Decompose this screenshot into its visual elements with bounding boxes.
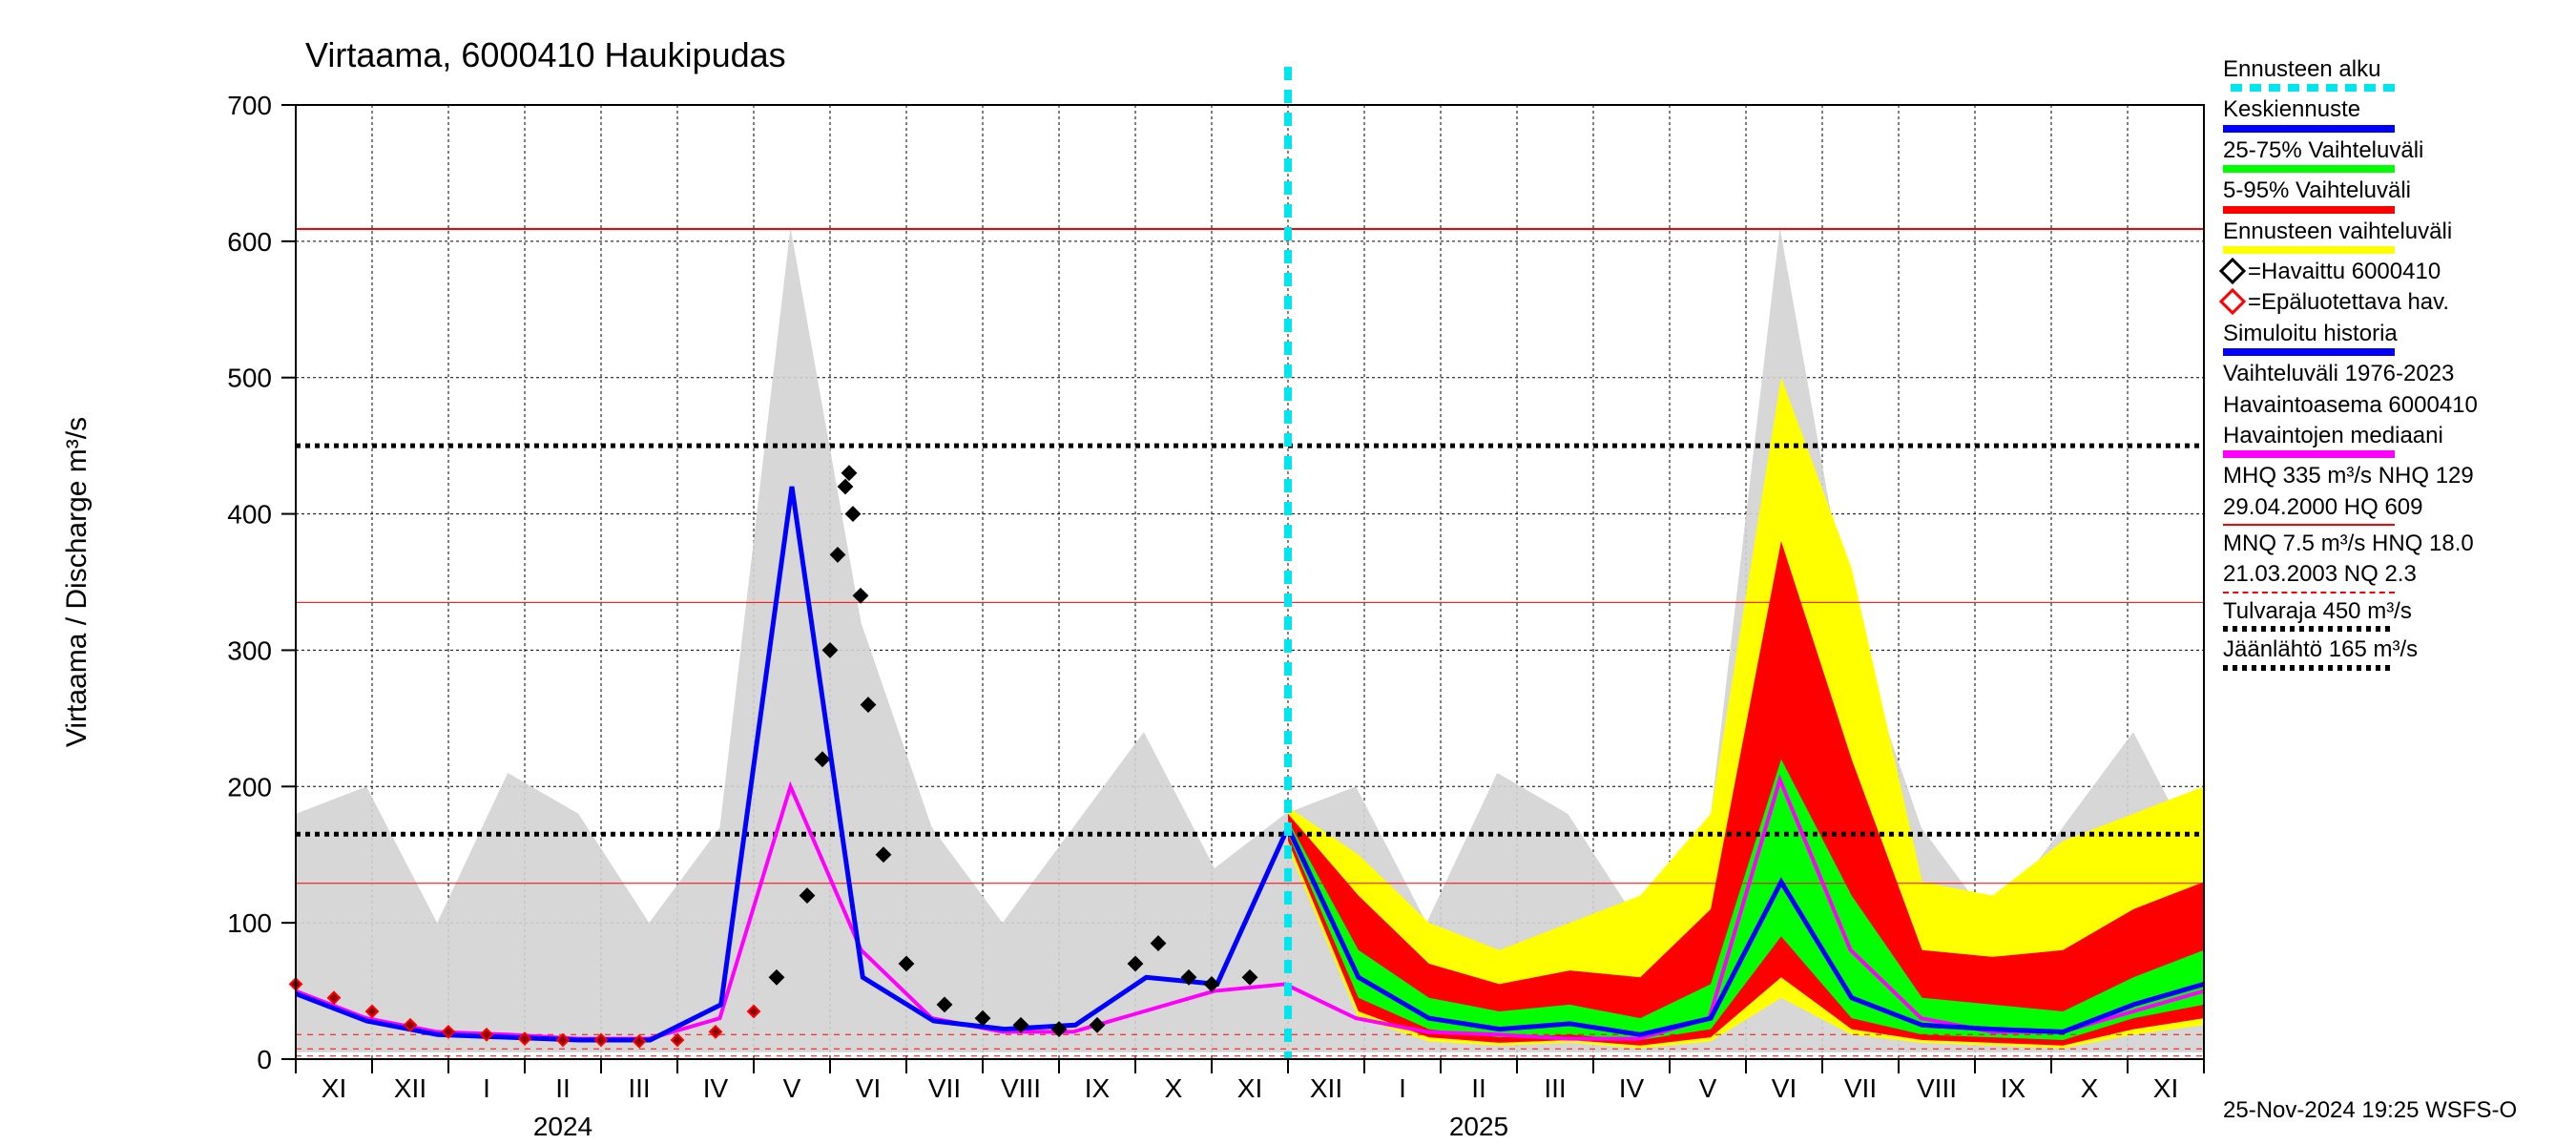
legend-item: =Epäluotettava hav. [2223, 290, 2566, 315]
hydrograph-chart: 0100200300400500600700XIXIIIIIIIIIVVVIVI… [0, 0, 2576, 1145]
svg-text:VI: VI [1772, 1073, 1797, 1103]
svg-text:V: V [1699, 1073, 1717, 1103]
legend-item: Vaihteluväli 1976-2023 [2223, 362, 2566, 386]
svg-text:IV: IV [1619, 1073, 1645, 1103]
svg-text:III: III [628, 1073, 650, 1103]
legend-item: 5-95% Vaihteluväli [2223, 178, 2566, 213]
svg-text:0: 0 [257, 1045, 272, 1074]
legend-item: 21.03.2003 NQ 2.3 [2223, 562, 2566, 593]
svg-text:XI: XI [1237, 1073, 1262, 1103]
legend-item: Havaintojen mediaani [2223, 424, 2566, 458]
svg-text:VIII: VIII [1917, 1073, 1957, 1103]
svg-text:XI: XI [2153, 1073, 2178, 1103]
svg-text:VII: VII [1844, 1073, 1877, 1103]
svg-text:XI: XI [322, 1073, 346, 1103]
svg-text:VI: VI [856, 1073, 881, 1103]
svg-text:I: I [1399, 1073, 1406, 1103]
svg-text:X: X [1165, 1073, 1183, 1103]
svg-text:300: 300 [227, 635, 272, 665]
svg-text:XII: XII [394, 1073, 426, 1103]
legend-item: Ennusteen vaihteluväli [2223, 219, 2566, 254]
svg-text:III: III [1544, 1073, 1566, 1103]
legend-item: MHQ 335 m³/s NHQ 129 [2223, 464, 2566, 489]
svg-text:600: 600 [227, 227, 272, 257]
legend-item: =Havaittu 6000410 [2223, 260, 2566, 284]
svg-text:I: I [483, 1073, 490, 1103]
legend-item: 25-75% Vaihteluväli [2223, 138, 2566, 173]
svg-text:IX: IX [2001, 1073, 2026, 1103]
svg-text:2024: 2024 [533, 1112, 592, 1141]
svg-text:XII: XII [1310, 1073, 1342, 1103]
svg-text:V: V [783, 1073, 801, 1103]
legend-item: Jäänlähtö 165 m³/s [2223, 637, 2566, 670]
legend: Ennusteen alku Keskiennuste 25-75% Vaihtel… [2223, 57, 2566, 677]
legend-item: Ennusteen alku [2223, 57, 2566, 92]
svg-text:400: 400 [227, 500, 272, 530]
legend-item: 29.04.2000 HQ 609 [2223, 495, 2566, 526]
chart-svg: 0100200300400500600700XIXIIIIIIIIIVVVIVI… [0, 0, 2576, 1145]
svg-text:700: 700 [227, 91, 272, 120]
svg-text:X: X [2081, 1073, 2099, 1103]
footer-timestamp: 25-Nov-2024 19:25 WSFS-O [2223, 1097, 2517, 1124]
svg-text:500: 500 [227, 364, 272, 393]
svg-text:IX: IX [1085, 1073, 1111, 1103]
svg-text:II: II [1471, 1073, 1486, 1103]
svg-text:100: 100 [227, 908, 272, 938]
svg-text:VIII: VIII [1001, 1073, 1041, 1103]
svg-text:VII: VII [928, 1073, 961, 1103]
svg-text:Virtaama / Discharge m³/s: Virtaama / Discharge m³/s [61, 417, 93, 747]
legend-item: Havaintoasema 6000410 [2223, 393, 2566, 418]
svg-text:2025: 2025 [1449, 1112, 1508, 1141]
svg-text:Virtaama, 6000410 Haukipudas: Virtaama, 6000410 Haukipudas [305, 35, 786, 74]
svg-text:IV: IV [703, 1073, 729, 1103]
legend-item: MNQ 7.5 m³/s HNQ 18.0 [2223, 531, 2566, 556]
svg-text:200: 200 [227, 772, 272, 802]
legend-item: Tulvaraja 450 m³/s [2223, 599, 2566, 632]
legend-item: Simuloitu historia [2223, 322, 2566, 356]
legend-item: Keskiennuste [2223, 97, 2566, 132]
svg-text:II: II [555, 1073, 571, 1103]
